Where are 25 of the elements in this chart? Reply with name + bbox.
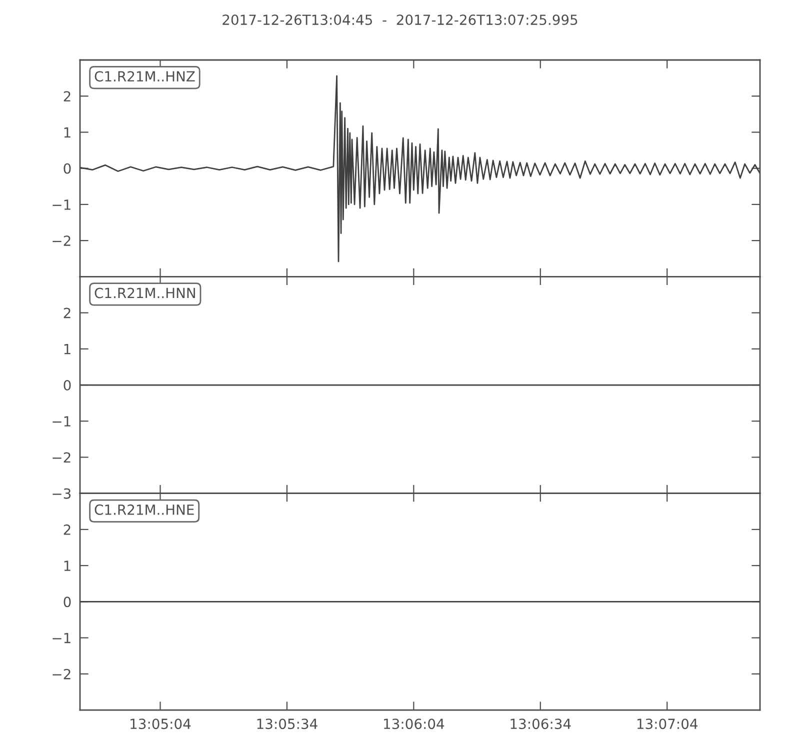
annotation: C1.R21M..HNZ [94,71,195,82]
y-tick-label: 1 [64,127,70,138]
annotation: C1.R21M..HNE [94,504,194,515]
annotation: C1.R21M..HNN [94,288,195,298]
chart-title: 2017-12-26T13:04:45 - 2017-12-26T13:07:25.995 [222,14,578,26]
y-tick-label: 0 [64,596,71,608]
y-tick-label: 1 [64,344,70,354]
y-tick-label: −1 [52,632,70,644]
y-tick-label: 2 [64,308,70,318]
y-tick-label: −3 [52,488,71,499]
y-tick-label: 2 [64,524,70,535]
y-tick-label: −1 [52,200,70,210]
y-tick-label: 2 [64,91,70,102]
y-tick-label: 0 [64,163,71,174]
y-tick-label: −2 [52,236,70,246]
x-tick-label: 13:06:34 [510,718,571,730]
x-tick-label: 13:05:34 [257,718,318,730]
x-tick-label: 13:05:04 [130,718,191,730]
x-tick-label: 13:07:04 [637,718,698,730]
y-tick-label: 0 [64,380,71,390]
y-tick-label: −1 [52,416,70,426]
y-tick-label: −2 [52,668,70,680]
x-tick-label: 13:06:04 [384,718,444,730]
y-tick-label: 1 [64,560,70,571]
y-tick-label: −2 [52,452,70,463]
